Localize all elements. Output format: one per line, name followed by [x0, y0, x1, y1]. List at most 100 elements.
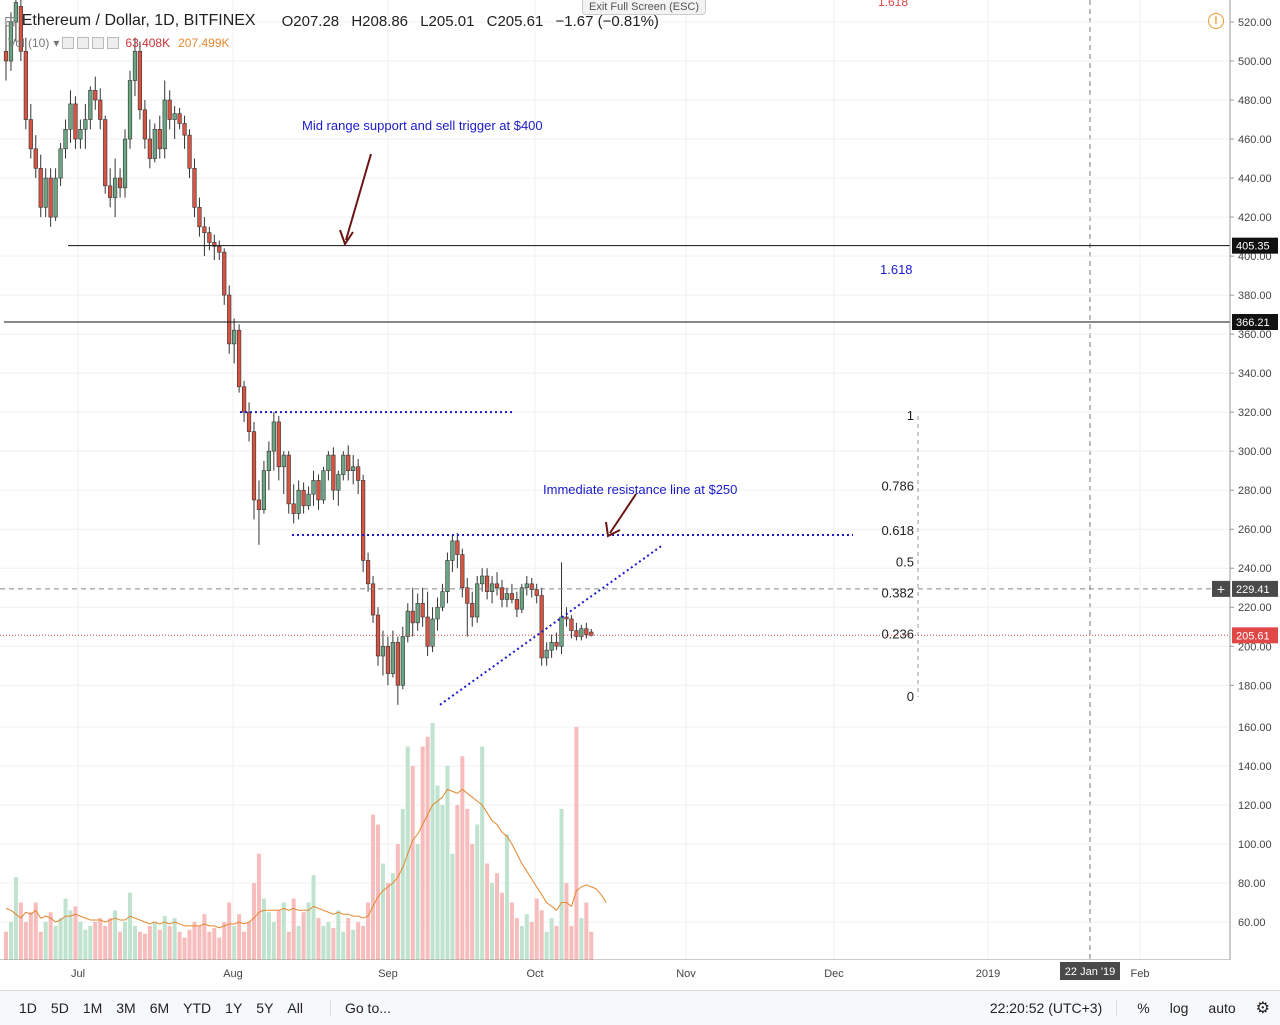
chart-header: ⊟ Ethereum / Dollar, 1D, BITFINEX O207.2… — [4, 8, 667, 34]
candle-body — [53, 177, 58, 218]
clock-display[interactable]: 22:20:52 (UTC+3) — [990, 1000, 1118, 1016]
change-value: −1.67 (−0.81%) — [555, 12, 659, 30]
badge-405: 405.35 — [1236, 241, 1270, 253]
candle-body — [385, 645, 391, 674]
candle-body — [460, 554, 465, 589]
volume-bar — [261, 898, 266, 960]
timeframe-1m[interactable]: 1M — [82, 1000, 103, 1016]
candle-body — [137, 50, 143, 111]
volume-bar — [68, 910, 73, 960]
auto-toggle[interactable]: auto — [1208, 1000, 1236, 1016]
volume-bar — [326, 922, 331, 960]
chart-grid — [0, 0, 1230, 960]
volume-bar — [212, 927, 217, 960]
candle-body — [579, 628, 584, 637]
volume-bar — [514, 918, 519, 960]
volume-label[interactable]: Vol (10) — [8, 36, 50, 50]
volume-bar — [217, 937, 222, 960]
timeframe-3m[interactable]: 3M — [116, 1000, 136, 1016]
chevron-down-icon[interactable]: ▾ — [53, 36, 60, 50]
candle-body — [430, 618, 435, 647]
candle-body — [400, 636, 405, 686]
candle-body — [485, 575, 490, 592]
add-icon[interactable] — [92, 37, 105, 49]
volume-bar — [108, 918, 113, 960]
volume-tick-label: 80.00 — [1238, 878, 1266, 890]
candle-body — [331, 454, 336, 491]
candle-body — [246, 411, 252, 432]
symbol-title[interactable]: Ethereum / Dollar, 1D, BITFINEX — [21, 12, 256, 29]
volume-bar — [470, 844, 475, 960]
candle-body — [172, 113, 177, 120]
volume-bar — [465, 808, 470, 960]
candle-body — [445, 560, 450, 592]
timeframe-5y[interactable]: 5Y — [256, 1000, 274, 1016]
percent-toggle[interactable]: % — [1137, 1000, 1150, 1016]
timeframe-1d[interactable]: 1D — [19, 1000, 37, 1016]
arrow-head-400 — [339, 229, 354, 247]
price-tick-label: 240.00 — [1238, 563, 1272, 575]
candle-body — [212, 242, 217, 247]
candle-body — [326, 454, 331, 471]
settings-icon[interactable] — [77, 37, 90, 49]
volume-bar — [455, 805, 460, 960]
volume-bar — [529, 922, 534, 960]
candle-body — [68, 103, 73, 130]
volume-bar — [356, 922, 361, 960]
crosshair-date-badge — [1060, 962, 1120, 980]
price-axis: 520.00 500.00 480.00 460.00 440.00 420.00 400.… — [1212, 0, 1280, 990]
volume-bar — [440, 805, 445, 960]
close-icon[interactable] — [107, 37, 120, 49]
candle-body — [147, 138, 152, 159]
timeframe-6m[interactable]: 6M — [149, 1000, 170, 1016]
volume-bar — [192, 922, 197, 960]
timeframe-ytd[interactable]: YTD — [183, 1000, 212, 1016]
price-tick-label: 380.00 — [1238, 290, 1272, 302]
candle-body — [167, 99, 172, 120]
volume-bar — [63, 898, 68, 960]
eye-icon[interactable] — [62, 37, 75, 49]
volume-bar — [509, 902, 514, 960]
volume-bar — [400, 808, 405, 960]
volume-bar — [286, 931, 291, 960]
volume-bar — [544, 931, 549, 960]
candle-body — [380, 645, 386, 657]
timeframe-all[interactable]: All — [287, 1000, 303, 1016]
volume-legend: Vol (10) ▾ 63.408K 207.499K — [8, 36, 230, 50]
candle-body — [425, 616, 430, 647]
goto-button[interactable]: Go to... — [329, 1000, 391, 1016]
time-tick-label: Nov — [676, 968, 696, 980]
price-tick-label: 500.00 — [1238, 56, 1272, 68]
candle-body — [227, 294, 232, 345]
exit-fullscreen-button[interactable]: Exit Full Screen (ESC) — [582, 0, 707, 15]
candle-body — [251, 431, 257, 501]
candle-body — [519, 587, 524, 610]
timeframe-5d[interactable]: 5D — [50, 1000, 69, 1016]
candle-body — [311, 480, 316, 495]
candle-body — [271, 421, 276, 452]
volume-bar — [142, 933, 147, 960]
volume-bar — [93, 922, 98, 960]
volume-bar — [380, 863, 385, 960]
volume-bar — [83, 929, 88, 960]
log-toggle[interactable]: log — [1169, 1000, 1189, 1016]
price-tick-label: 300.00 — [1238, 446, 1272, 458]
volume-bar — [490, 883, 495, 960]
volume-bar — [351, 929, 356, 960]
volume-bar — [549, 918, 554, 960]
timeframe-1y[interactable]: 1Y — [225, 1000, 243, 1016]
candlestick-series — [3, 0, 594, 705]
candle-body — [23, 50, 28, 120]
volume-bar — [247, 922, 252, 960]
warning-icon[interactable]: ! — [1208, 13, 1224, 29]
chart-layout-icon[interactable]: ⊟ — [4, 12, 16, 29]
candle-body — [554, 642, 559, 647]
price-chart[interactable]: 1 0.786 0.618 0.5 0.382 0.236 0 Mid range supp… — [0, 0, 1280, 990]
volume-bar — [311, 875, 316, 960]
candle-body — [450, 540, 455, 561]
volume-bar — [242, 931, 247, 960]
candle-body — [38, 168, 43, 208]
candle-body — [365, 560, 371, 585]
candle-body — [544, 649, 549, 659]
gear-icon[interactable]: ⚙ — [1255, 1000, 1270, 1017]
